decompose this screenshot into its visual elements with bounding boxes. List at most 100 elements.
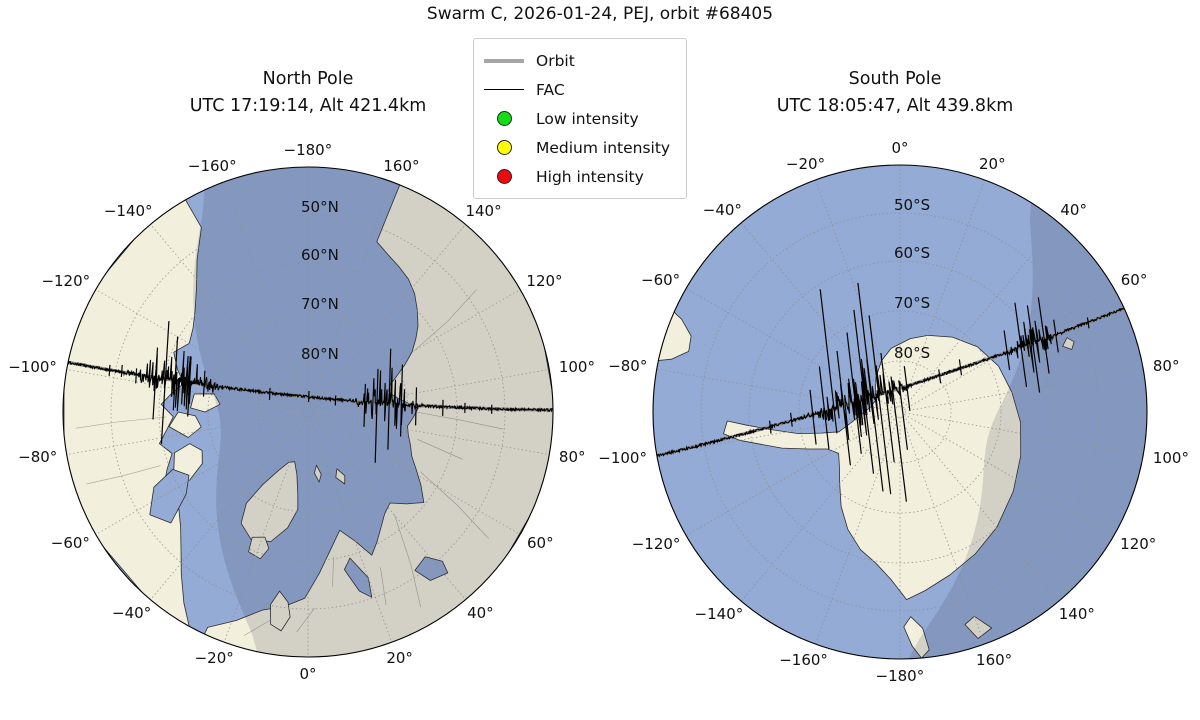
legend: Orbit FAC Low intensity Medium intensity Hig… [473, 38, 688, 199]
high-intensity-marker [496, 169, 512, 184]
north-lat-circle [158, 262, 458, 562]
south-lon-tick-label: 160° [976, 651, 1013, 670]
south-lon-tick-label: −160° [779, 651, 828, 670]
low-intensity-marker [496, 111, 512, 126]
south-lon-tick-label: −60° [641, 271, 681, 289]
north-border-2 [394, 515, 421, 608]
south-meridian [904, 368, 1144, 412]
south-lon-tick-label: −20° [785, 154, 826, 173]
south-lat-circle [700, 212, 1100, 612]
north-lon-tick-label: 120° [526, 272, 563, 290]
north-lat-label: 50°N [301, 198, 339, 216]
south-plot-title: South Pole UTC 18:05:47, Alt 439.8km [645, 66, 1145, 120]
north-map [63, 167, 553, 657]
south-meridian [902, 415, 1060, 602]
south-plot-title-line1: South Pole [848, 69, 942, 89]
south-meridian [904, 412, 1144, 456]
south-lon-tick-label: −100° [598, 448, 647, 467]
south-lat-label: 50°S [894, 196, 931, 214]
south-lon-tick-label: −80° [608, 357, 648, 376]
south-lon-tick-label: 80° [1152, 357, 1180, 376]
north-meridian [312, 412, 550, 455]
north-plot-title-line1: North Pole [262, 69, 354, 89]
orbit-marker [484, 58, 524, 63]
south-lat-label: 70°S [894, 294, 931, 312]
north-svalbard [314, 464, 322, 483]
south-gridlines [656, 165, 1144, 659]
south-lon-tick-label: 60° [1120, 271, 1148, 289]
south-lon-tick-label: −180° [875, 667, 925, 685]
north-north-america [63, 186, 202, 640]
north-franz-josef [335, 468, 346, 485]
south-lon-tick-label: 120° [1120, 535, 1157, 553]
south-lon-tick-label: −40° [702, 200, 742, 219]
north-gridlines [66, 167, 550, 657]
north-baltic-sea [344, 557, 373, 598]
north-arctic-islands-2 [168, 411, 202, 438]
north-border-1 [420, 471, 489, 539]
legend-item-high-intensity: High intensity [484, 162, 670, 191]
figure-title: Swarm C, 2026-01-24, PEJ, orbit #68405 [426, 4, 774, 24]
south-meridian [685, 288, 896, 410]
north-border-10 [417, 439, 463, 460]
north-lon-tick-label: −140° [103, 202, 153, 221]
north-border-5 [75, 416, 167, 429]
high-intensity-label: High intensity [536, 167, 644, 186]
legend-item-medium-intensity: Medium intensity [484, 133, 670, 162]
high-intensity-swatch [484, 169, 524, 184]
fac-label: FAC [536, 80, 565, 99]
north-meridian [223, 181, 307, 408]
north-lon-tick-label: 60° [527, 534, 554, 552]
north-lon-tick-label: −160° [187, 156, 237, 175]
medium-intensity-swatch [484, 140, 524, 155]
orbit-swatch [484, 58, 524, 63]
fac-marker [484, 88, 524, 91]
north-night-shade [63, 167, 553, 657]
north-border-6 [332, 556, 334, 587]
south-meridian [815, 416, 899, 645]
north-meridian [95, 289, 304, 410]
south-meridian [815, 179, 899, 408]
legend-item-fac: FAC [484, 75, 670, 104]
south-fac-spikes [769, 282, 1090, 502]
north-lon-tick-label: −40° [112, 603, 152, 622]
north-lon-tick-label: −180° [283, 141, 333, 159]
north-plot-title-line2: UTC 17:19:14, Alt 421.4km [189, 96, 427, 116]
south-islet [1062, 337, 1075, 350]
north-lon-tick-label: 40° [467, 603, 494, 622]
south-meridian [740, 222, 898, 409]
south-map [653, 165, 1147, 659]
north-meridian [310, 415, 466, 600]
south-lat-label: 60°S [894, 244, 931, 262]
north-lon-tick-label: 100° [558, 357, 595, 376]
south-map-boundary [652, 164, 1148, 660]
north-lat-label: 60°N [301, 246, 339, 264]
south-lon-tick-label: 40° [1060, 200, 1087, 219]
south-antarctica [723, 335, 1022, 600]
north-meridian [312, 414, 521, 535]
south-night-shade [908, 202, 1147, 659]
north-lat-label: 80°N [301, 345, 339, 363]
north-lon-tick-label: −80° [18, 448, 58, 467]
north-meridian [66, 412, 304, 455]
legend-item-orbit: Orbit [484, 46, 670, 75]
north-border-4 [86, 465, 161, 485]
south-meridian [901, 179, 985, 408]
south-lat-circle [748, 260, 1052, 564]
south-meridian [656, 412, 896, 456]
north-meridian [150, 415, 306, 600]
low-intensity-label: Low intensity [536, 109, 639, 128]
south-meridian [901, 416, 985, 645]
south-lon-tick-label: −140° [694, 605, 744, 624]
low-intensity-swatch [484, 111, 524, 126]
orbit-label: Orbit [536, 51, 575, 70]
north-border-8 [243, 619, 272, 636]
north-plot-title: North Pole UTC 17:19:14, Alt 421.4km [58, 66, 558, 120]
north-lat-circle [207, 311, 409, 513]
south-meridian [740, 415, 898, 602]
north-lon-tick-label: 80° [558, 448, 586, 467]
north-hudson-bay [149, 469, 190, 524]
north-meridian [310, 224, 466, 409]
south-lat-label: 80°S [894, 344, 931, 362]
north-lon-tick-label: 140° [465, 202, 502, 221]
